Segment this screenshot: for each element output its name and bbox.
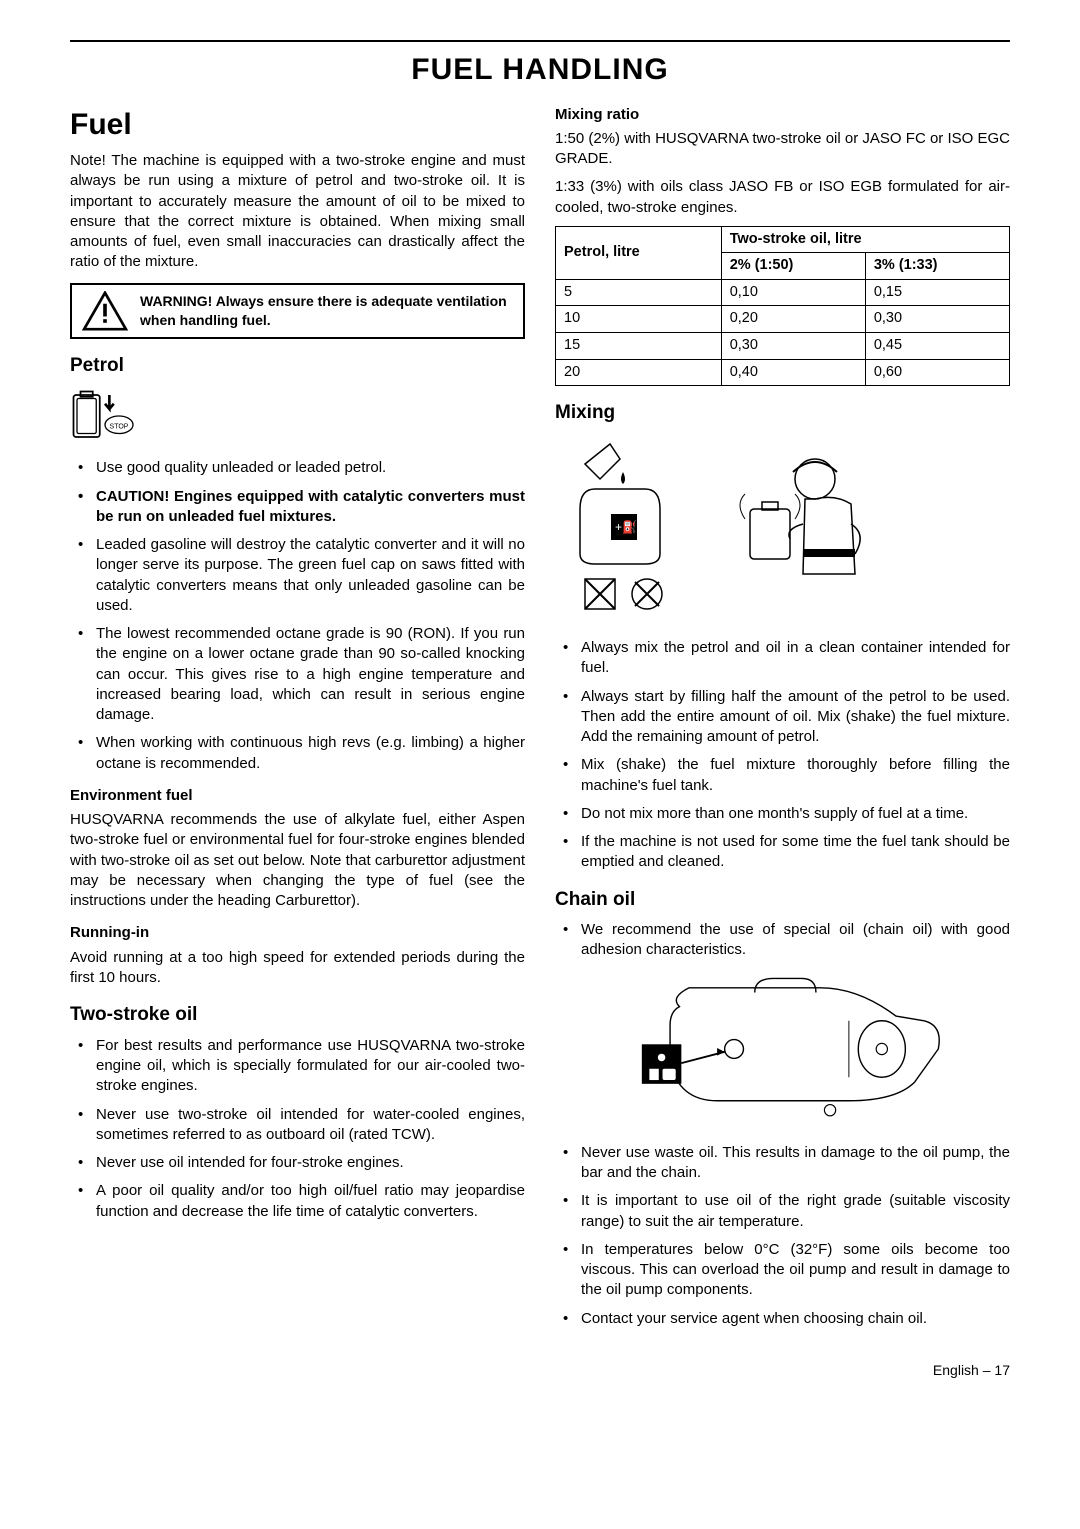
environment-fuel-heading: Environment fuel: [70, 786, 525, 806]
running-in-heading: Running-in: [70, 923, 525, 943]
svg-text:STOP: STOP: [110, 423, 129, 430]
left-column: Fuel Note! The machine is equipped with …: [70, 101, 525, 1337]
mixing-ratio-p2: 1:33 (3%) with oils class JASO FB or ISO…: [555, 177, 1010, 218]
warning-text: WARNING! Always ensure there is adequate…: [140, 292, 513, 328]
table-row: 10 0,20 0,30: [556, 306, 1010, 333]
petrol-heading: Petrol: [70, 353, 525, 379]
chainoil-top-bullet: We recommend the use of special oil (cha…: [555, 920, 1010, 961]
environment-fuel-text: HUSQVARNA recommends the use of alkylate…: [70, 810, 525, 911]
list-item: In temperatures below 0°C (32°F) some oi…: [555, 1240, 1010, 1301]
table-row: 20 0,40 0,60: [556, 359, 1010, 386]
fuel-intro: Note! The machine is equipped with a two…: [70, 151, 525, 273]
list-item: Contact your service agent when choosing…: [555, 1309, 1010, 1329]
chain-oil-heading: Chain oil: [555, 887, 1010, 913]
mixing-bullets: Always mix the petrol and oil in a clean…: [555, 638, 1010, 873]
running-in-text: Avoid running at a too high speed for ex…: [70, 948, 525, 989]
list-item: CAUTION! Engines equipped with catalytic…: [70, 487, 525, 528]
right-column: Mixing ratio 1:50 (2%) with HUSQVARNA tw…: [555, 101, 1010, 1337]
list-item: A poor oil quality and/or too high oil/f…: [70, 1181, 525, 1222]
page-footer: English – 17: [70, 1361, 1010, 1380]
list-item: Leaded gasoline will destroy the catalyt…: [70, 535, 525, 616]
warning-icon: [82, 291, 128, 331]
mixing-heading: Mixing: [555, 400, 1010, 426]
page-title: FUEL HANDLING: [70, 50, 1010, 91]
mixing-ratio-heading: Mixing ratio: [555, 105, 1010, 125]
chainsaw-illustration: [555, 969, 1010, 1135]
svg-text:+⛽: +⛽: [615, 520, 637, 534]
mixing-ratio-table: Petrol, litre Two-stroke oil, litre 2% (…: [555, 226, 1010, 386]
th-petrol: Petrol, litre: [556, 226, 722, 279]
list-item: For best results and performance use HUS…: [70, 1036, 525, 1097]
table-row: 15 0,30 0,45: [556, 333, 1010, 360]
list-item: Use good quality unleaded or leaded petr…: [70, 458, 525, 478]
list-item: Never use two-stroke oil intended for wa…: [70, 1105, 525, 1146]
list-item: Do not mix more than one month's supply …: [555, 804, 1010, 824]
list-item: Mix (shake) the fuel mixture thoroughly …: [555, 755, 1010, 796]
th-3pct: 3% (1:33): [865, 253, 1009, 280]
list-item: Always mix the petrol and oil in a clean…: [555, 638, 1010, 679]
list-item: Never use waste oil. This results in dam…: [555, 1143, 1010, 1184]
list-item: If the machine is not used for some time…: [555, 832, 1010, 873]
list-item: When working with continuous high revs (…: [70, 733, 525, 774]
chainoil-bullets: Never use waste oil. This results in dam…: [555, 1143, 1010, 1329]
mixing-illustration: +⛽: [555, 434, 1010, 630]
list-item: The lowest recommended octane grade is 9…: [70, 624, 525, 725]
petrol-bullets: Use good quality unleaded or leaded petr…: [70, 458, 525, 774]
list-item: Never use oil intended for four-stroke e…: [70, 1153, 525, 1173]
list-item: We recommend the use of special oil (cha…: [555, 920, 1010, 961]
two-stroke-bullets: For best results and performance use HUS…: [70, 1036, 525, 1222]
fuel-heading: Fuel: [70, 105, 525, 146]
th-2pct: 2% (1:50): [721, 253, 865, 280]
th-oil: Two-stroke oil, litre: [721, 226, 1009, 253]
list-item: It is important to use oil of the right …: [555, 1191, 1010, 1232]
petrol-can-icon: STOP: [70, 386, 525, 452]
mixing-ratio-p1: 1:50 (2%) with HUSQVARNA two-stroke oil …: [555, 129, 1010, 170]
warning-box: WARNING! Always ensure there is adequate…: [70, 283, 525, 339]
list-item: Always start by filling half the amount …: [555, 687, 1010, 748]
table-row: 5 0,10 0,15: [556, 279, 1010, 306]
two-stroke-oil-heading: Two-stroke oil: [70, 1002, 525, 1028]
